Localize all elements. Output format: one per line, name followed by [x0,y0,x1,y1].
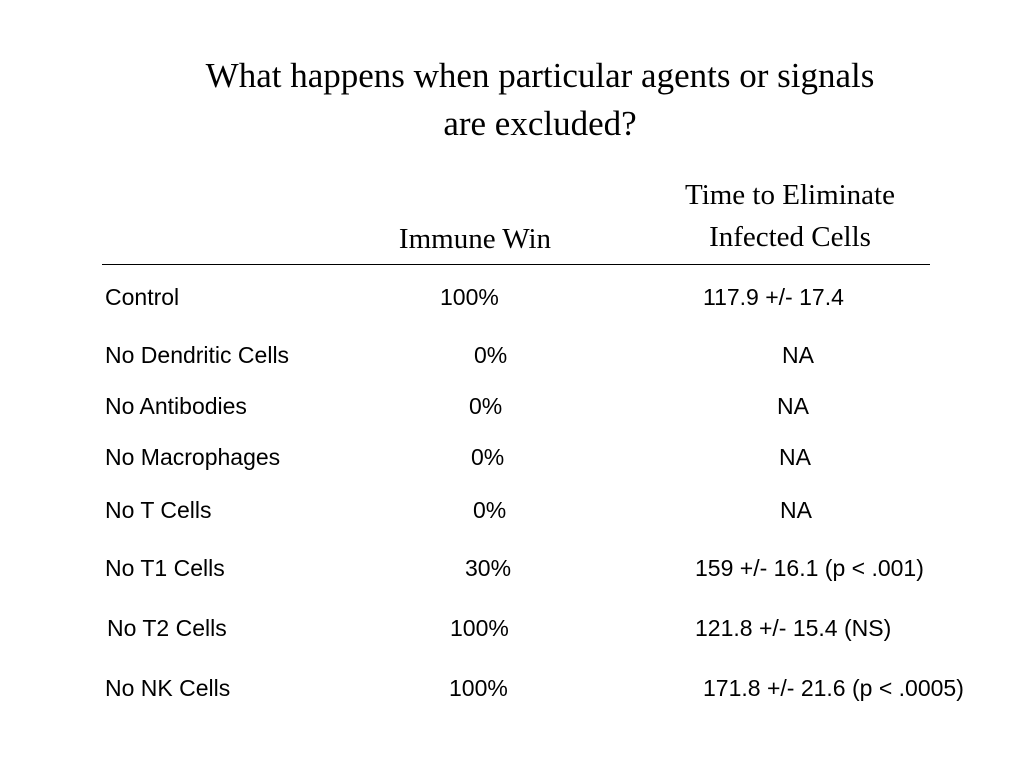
row-no-t2-cells-time: 121.8 +/- 15.4 (NS) [695,615,892,641]
row-no-nk-cells-condition: No NK Cells [105,675,231,701]
row-no-t1-cells-immune-win: 30% [465,555,512,581]
row-no-t-cells-immune-win: 0% [473,497,507,523]
row-no-t1-cells-condition: No T1 Cells [105,555,225,581]
row-no-dendritic-cells-time: NA [782,342,814,368]
row-no-macrophages-time: NA [779,444,811,470]
row-no-antibodies-immune-win: 0% [469,393,503,419]
column-header-time-to-eliminate: Time to Eliminate Infected Cells [640,174,940,258]
row-no-antibodies-condition: No Antibodies [105,393,247,419]
column-header-time-line-2: Infected Cells [709,221,871,253]
title-line-1: What happens when particular agents or s… [205,56,875,95]
header-divider [102,264,930,265]
row-no-nk-cells-time: 171.8 +/- 21.6 (p < .0005) [703,675,964,701]
column-header-immune-win: Immune Win [398,223,552,255]
row-no-antibodies-time: NA [777,393,809,419]
row-no-macrophages-condition: No Macrophages [105,444,281,470]
row-control-immune-win: 100% [440,284,499,310]
row-no-dendritic-cells-condition: No Dendritic Cells [105,342,290,368]
row-no-nk-cells-immune-win: 100% [449,675,508,701]
row-no-t2-cells-immune-win: 100% [450,615,509,641]
row-no-dendritic-cells-immune-win: 0% [474,342,508,368]
row-no-macrophages-immune-win: 0% [471,444,505,470]
row-no-t-cells-condition: No T Cells [105,497,212,523]
row-no-t2-cells-condition: No T2 Cells [107,615,227,641]
row-control-condition: Control [105,284,180,310]
row-no-t-cells-time: NA [780,497,812,523]
column-header-time-line-1: Time to Eliminate [685,179,895,211]
row-no-t1-cells-time: 159 +/- 16.1 (p < .001) [695,555,924,581]
title-line-2: are excluded? [443,104,637,143]
slide-title: What happens when particular agents or s… [140,52,940,148]
row-control-time: 117.9 +/- 17.4 [703,284,844,310]
